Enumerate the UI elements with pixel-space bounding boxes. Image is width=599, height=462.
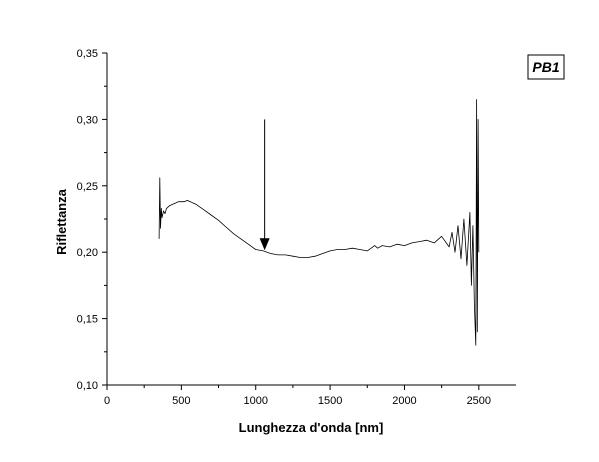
x-tick-label: 2000	[392, 395, 416, 407]
y-tick-label: 0,15	[77, 314, 98, 326]
series-line	[158, 99, 480, 346]
y-tick-label: 0,20	[77, 247, 98, 259]
x-tick-label: 2500	[467, 395, 491, 407]
series-layer	[158, 99, 480, 346]
y-tick-label: 0,35	[77, 48, 98, 60]
sample-badge-label: PB1	[532, 59, 559, 75]
y-tick-label: 0,30	[77, 114, 98, 126]
x-tick-label: 1500	[318, 395, 342, 407]
x-tick-label: 0	[104, 395, 110, 407]
x-axis-title: Lunghezza d'onda [nm]	[239, 420, 384, 435]
sample-badge-box	[527, 54, 565, 80]
y-axis-title: Riflettanza	[54, 188, 69, 255]
axes	[106, 53, 516, 386]
annotation-arrow-head	[259, 238, 270, 251]
y-tick-label: 0,25	[77, 181, 98, 193]
x-tick-label: 500	[172, 395, 190, 407]
annotation-layer	[259, 119, 270, 251]
y-tick-label: 0,10	[77, 380, 98, 392]
sample-badge: PB1	[527, 54, 565, 80]
x-tick-label: 1000	[243, 395, 267, 407]
ticks: 0 500 1000 1500 2000 2500 0,10 0,15 0,20 0,25 0,30…	[77, 48, 491, 407]
